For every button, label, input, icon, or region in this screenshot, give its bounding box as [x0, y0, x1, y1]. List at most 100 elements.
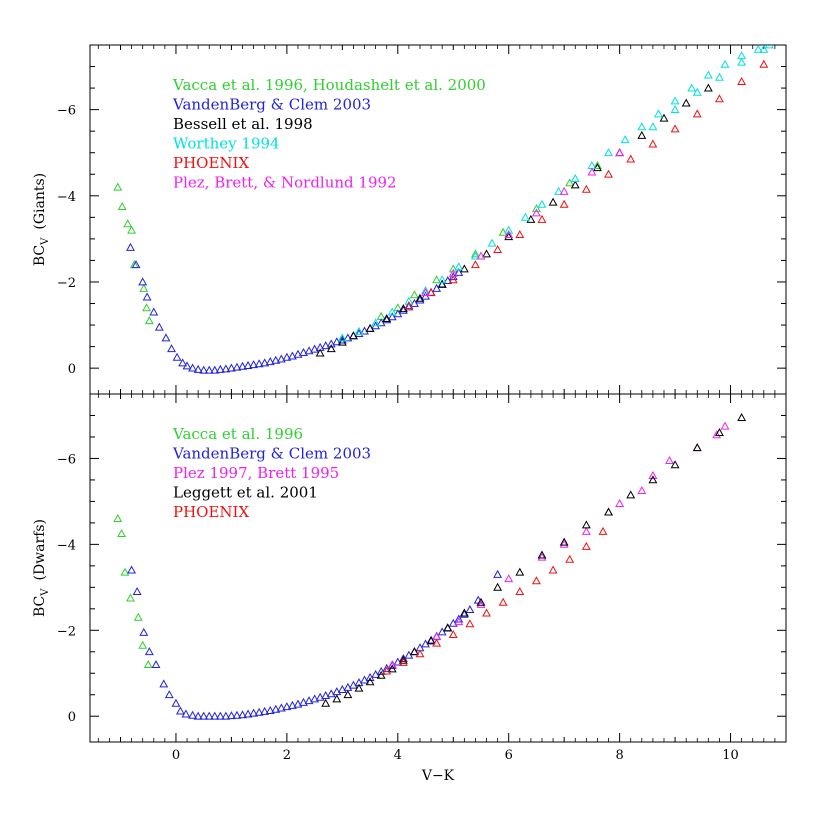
data-point: [310, 694, 320, 703]
data-point: [221, 364, 231, 373]
data-point: [398, 655, 408, 664]
data-point: [260, 706, 270, 715]
data-point: [249, 708, 259, 717]
data-point: [764, 45, 774, 49]
data-point: [181, 709, 191, 718]
data-point: [670, 96, 680, 105]
legend-entry: Vacca et al. 1996: [172, 425, 303, 443]
data-point: [548, 565, 558, 574]
data-point: [415, 293, 425, 302]
data-point: [249, 360, 259, 369]
data-point: [182, 361, 192, 370]
data-point: [482, 249, 491, 258]
data-point: [570, 180, 580, 189]
data-point: [443, 623, 453, 632]
y-axis-label-subscript: V: [40, 588, 51, 597]
data-point: [498, 597, 508, 606]
data-point: [604, 148, 613, 157]
data-point: [581, 520, 591, 529]
data-point: [117, 529, 127, 538]
series-1: [127, 565, 503, 720]
data-point: [149, 307, 159, 316]
data-point: [113, 182, 123, 191]
data-point: [470, 260, 480, 269]
data-point: [120, 567, 130, 576]
data-point: [554, 186, 564, 195]
data-point: [443, 276, 453, 285]
data-point: [254, 707, 264, 716]
data-point: [321, 341, 331, 350]
data-point: [437, 627, 447, 636]
data-point: [365, 323, 375, 332]
legend-entry: VandenBerg & Clem 2003: [172, 96, 371, 114]
data-point: [154, 322, 164, 331]
data-point: [637, 130, 647, 139]
data-point: [126, 593, 135, 602]
data-point: [415, 649, 425, 658]
series-3: [321, 413, 747, 707]
data-point: [448, 618, 458, 627]
data-point: [570, 173, 580, 182]
y-tick-label: −2: [57, 624, 76, 639]
legend-entry: Vacca et al. 1996, Houdashelt et al. 200…: [172, 76, 486, 94]
legend-entry: Plez 1997, Brett 1995: [173, 464, 339, 482]
data-point: [515, 229, 525, 238]
data-point: [132, 587, 142, 596]
data-point: [487, 238, 497, 247]
data-point: [271, 355, 281, 364]
data-point: [531, 204, 541, 213]
data-point: [332, 694, 342, 703]
data-point: [504, 232, 514, 241]
y-axis-label-main: BC: [32, 245, 48, 266]
data-point: [415, 295, 425, 304]
legend: Vacca et al. 1996, Houdashelt et al. 200…: [172, 76, 486, 192]
data-point: [199, 711, 209, 720]
data-point: [720, 421, 730, 430]
data-point: [692, 443, 702, 452]
data-point: [421, 288, 430, 297]
data-point: [365, 677, 375, 686]
data-point: [537, 550, 547, 559]
data-point: [382, 666, 392, 675]
data-point: [243, 709, 253, 718]
data-point: [737, 76, 747, 85]
data-point: [315, 692, 325, 701]
data-point: [448, 275, 458, 284]
data-point: [382, 313, 392, 322]
data-point: [737, 413, 747, 422]
legend-entry: PHOENIX: [173, 503, 249, 521]
data-point: [421, 285, 430, 294]
data-point: [387, 307, 397, 316]
data-point: [476, 597, 486, 606]
data-point: [226, 711, 236, 720]
data-point: [167, 344, 176, 353]
data-point: [409, 647, 419, 656]
legend-entry: Worthey 1994: [173, 135, 280, 153]
data-point: [326, 339, 336, 348]
data-point: [587, 167, 597, 176]
data-point: [515, 587, 525, 596]
data-point: [337, 335, 347, 344]
data-point: [276, 703, 286, 712]
data-point: [171, 698, 181, 707]
data-point: [159, 679, 169, 688]
data-point: [626, 490, 636, 499]
data-point: [161, 333, 171, 342]
series-5: [421, 148, 625, 297]
x-tick-label: 0: [172, 748, 180, 763]
data-point: [648, 475, 658, 484]
data-point: [432, 283, 442, 292]
y-tick-label: −4: [57, 538, 76, 553]
data-point: [470, 251, 480, 260]
series-0: [113, 513, 153, 669]
data-point: [409, 290, 419, 299]
data-point: [332, 337, 342, 346]
data-point: [581, 526, 591, 535]
panel-dwarfs: 0 −2 −4 −6 0 2 4 6 8 10 V−K BCV (Dwarfs) Vacca et al.…: [32, 393, 787, 784]
y-tick-label: −2: [57, 276, 76, 291]
data-point: [637, 486, 647, 495]
data-point: [432, 275, 442, 284]
series-0: [113, 161, 602, 325]
data-point: [432, 638, 442, 647]
